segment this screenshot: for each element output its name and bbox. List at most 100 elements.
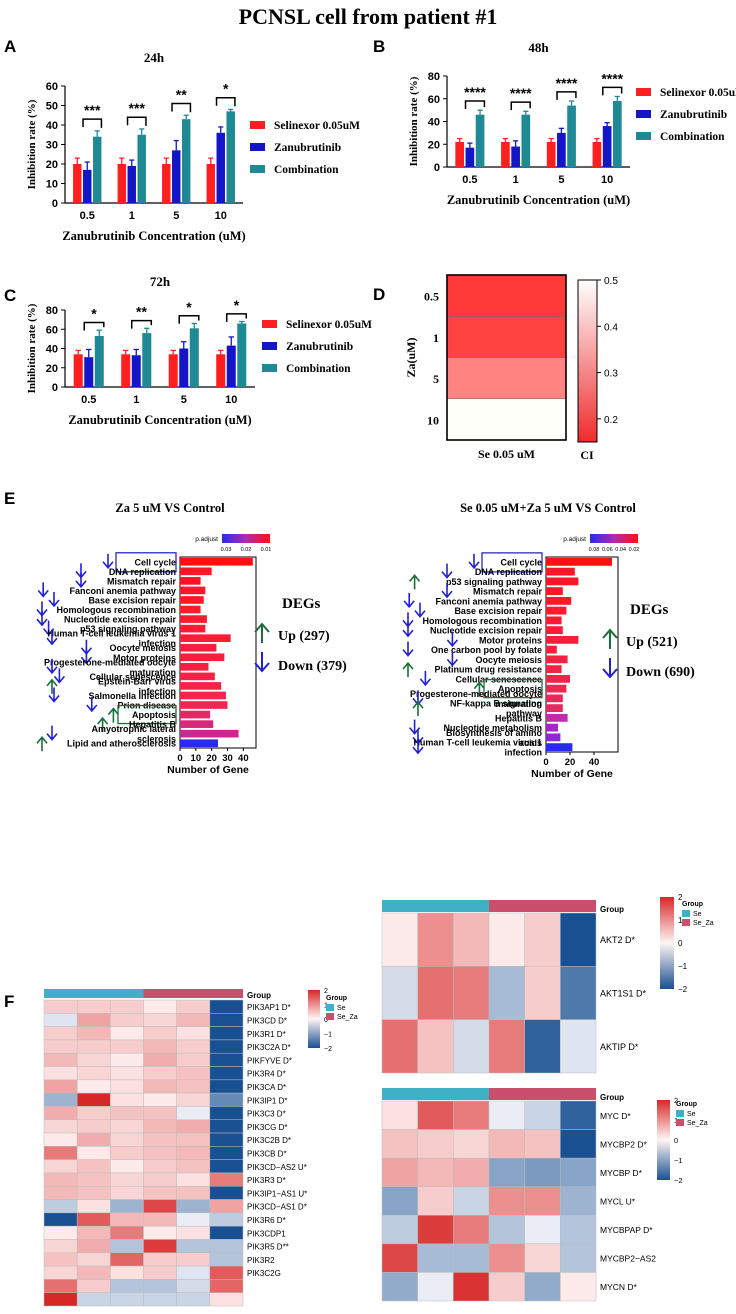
group-bar-se [382,900,489,912]
heatmap-cell [76,1079,111,1094]
legend-title: Group [676,1101,697,1108]
heatmap-cell [76,1172,111,1187]
heatmap-cell [76,1199,111,1214]
heatmap-cell [143,999,177,1014]
heatmap-cell [76,1013,111,1027]
panel-letter: E [4,489,15,508]
significance-label: **** [464,84,486,100]
heatmap-cell [143,1172,177,1187]
enrichment-bar [546,723,558,732]
legend-label: Se_Za [337,1014,358,1021]
gene-label: PIK3IP1−AS1 U* [247,1189,307,1198]
heatmap-cell [560,912,597,967]
bar [172,150,181,203]
enrichment-bar [180,653,225,662]
term-label: Lipid and atherosclerosis [67,739,176,749]
enrichment-bar [546,606,567,615]
heatmap-cell [176,1052,211,1067]
legend-swatch [250,143,265,151]
bar [179,348,189,387]
term-label: Homologous recombination [422,616,542,626]
term-label-line: Progesterone-mediated oocyte [410,689,542,699]
heatmap-cell [76,1132,111,1147]
gene-label: PIK3R2 [247,1256,275,1265]
down-arrow-icon [414,602,426,618]
x-axis-label: Zanubrutinib Concentration (uM) [68,413,251,427]
up-arrow-icon [36,735,48,752]
heatmap-cell [560,966,597,1020]
y-tick-label: 40 [428,117,440,129]
heatmap-cell [488,1157,525,1187]
down-arrow-icon [468,553,480,570]
gene-label: PIK3R4 D* [247,1070,286,1079]
heatmap-cell [110,1052,144,1067]
heatmap-cell [176,1186,211,1200]
heatmap-cell [488,1215,525,1245]
heatmap-cell [176,1079,211,1094]
significance-label: ** [176,87,187,103]
panel-letter: F [4,992,14,1011]
padjust-colorbar [590,534,638,543]
gene-label: PIK3CD D* [247,1016,287,1025]
heatmap-cell [76,1186,111,1200]
enrichment-bar [546,635,579,644]
row-label: 1 [433,331,439,345]
legend-swatch-se-za [682,919,690,926]
heatmap-cell [143,1239,177,1254]
x-tick-label: 10 [225,394,237,406]
enrichment-bar [180,710,211,719]
x-tick-label: 10 [601,174,613,186]
significance-bracket [130,319,153,329]
heatmap-cell [76,999,111,1014]
x-tick-label: 10 [191,753,202,764]
enrichment-bar [180,643,217,652]
significance-bracket [556,91,577,100]
group-bar-se-za [489,900,596,912]
gene-label: PIK3CD−AS1 D* [247,1203,307,1212]
legend-label: Zanubrutinib [286,341,353,353]
down-arrow-icon [53,668,66,684]
enrichment-bar [180,701,228,709]
heatmap-cell [417,1215,454,1245]
legend-label: Zanubrutinib [274,142,341,154]
down-arrow-icon [86,697,98,713]
heatmap-cell [176,1279,211,1293]
enrichment-bar [180,596,204,604]
heatmap-cell [76,1225,111,1240]
heatmap-cell [209,1066,244,1081]
heatmap-cell [176,1265,211,1280]
legend-swatch [250,121,265,129]
term-label: Oocyte meiosis [109,643,176,653]
plot-frame [545,556,619,753]
term-label: Base excision repair [454,606,542,616]
padjust-tick-label: 0.03 [221,547,232,553]
heatmap-cell [524,912,561,967]
bar [511,146,520,167]
enrichment-bar [180,682,222,690]
down-arrow-icon [36,611,48,627]
heatmap-cell [524,1186,561,1216]
heatmap-cell [381,1100,418,1130]
chart-title: 48h [528,40,549,55]
heatmap-cell [43,1026,78,1041]
padjust-tick-label: 0.06 [602,547,613,553]
term-label-line: NF-kappa B signaling [450,699,542,709]
heatmap-cell [110,1265,144,1280]
heatmap-cell [110,1066,144,1081]
y-tick-label: 10 [46,179,58,191]
heatmap-cell [417,1019,454,1074]
heatmap-cell [43,1239,78,1254]
heatmap-cell [209,999,244,1014]
heatmap-cell [560,1243,597,1273]
chart-title: 72h [150,274,171,289]
term-label: DNA replication [475,567,542,577]
heatmap-cell [176,1039,211,1054]
heatmap-cell [417,1157,454,1187]
heatmap-cell [176,1239,211,1254]
heatmap-cell [176,1292,211,1307]
term-label: Nucleotide excision repair [430,626,543,636]
group-bar-se-za [489,1088,596,1100]
heatmap-cell [560,1215,597,1245]
term-label: Apoptosis [132,710,176,720]
significance-bracket [602,86,623,96]
